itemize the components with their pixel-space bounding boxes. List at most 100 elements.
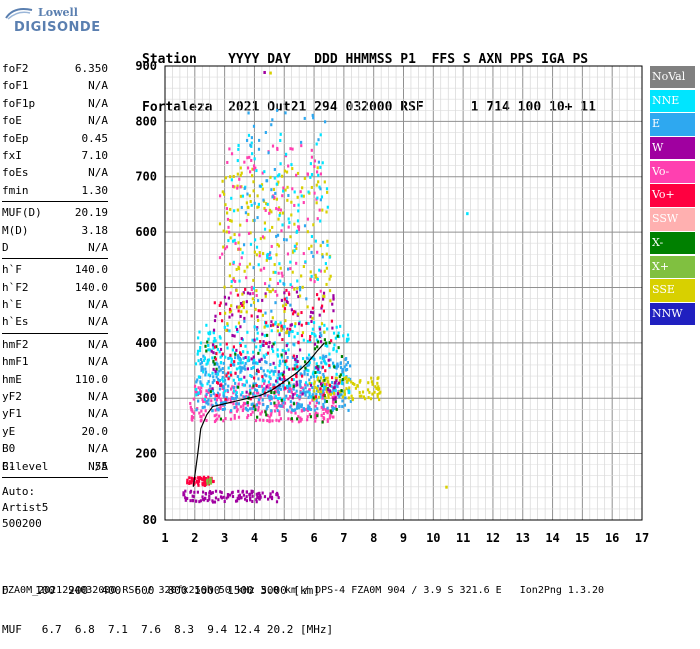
echo-point [278, 173, 281, 177]
echo-point [240, 369, 243, 373]
echo-point [347, 389, 351, 393]
echo-point [307, 396, 310, 400]
echo-point [275, 379, 278, 383]
echo-point [255, 245, 259, 249]
echo-point [335, 364, 339, 368]
param-row: foF1p N/A [2, 95, 108, 112]
echo-point [245, 499, 248, 503]
echo-point [295, 393, 299, 397]
echo-point [262, 343, 265, 347]
echo-point [291, 312, 295, 316]
x-tick-label: 12 [486, 531, 500, 545]
echo-point [241, 303, 244, 307]
echo-point [315, 201, 318, 205]
echo-point [278, 410, 281, 414]
echo-point [247, 231, 251, 235]
param-value: 6.350 [74, 62, 108, 75]
echo-point [269, 277, 272, 281]
echo-point [249, 389, 252, 393]
echo-point [203, 405, 206, 409]
param-value: N/A [88, 315, 108, 329]
echo-point [272, 370, 275, 374]
echo-point [310, 382, 313, 386]
echo-point [241, 391, 244, 395]
echo-point [268, 289, 271, 293]
echo-point [198, 411, 201, 415]
echo-point [338, 378, 342, 382]
echo-point [297, 295, 300, 299]
param-row: B1 N/A [2, 458, 108, 475]
echo-point [268, 208, 272, 212]
echo-point [230, 152, 234, 156]
echo-point [217, 396, 220, 400]
echo-point [229, 175, 232, 179]
echo-point [240, 377, 243, 381]
param-name: fxI [2, 148, 22, 162]
echo-point [286, 301, 289, 305]
echo-point [285, 344, 288, 348]
echo-point [322, 294, 325, 298]
param-name: hmF2 [2, 337, 29, 351]
param-value: N/A [88, 442, 108, 456]
echo-point [309, 375, 313, 379]
echo-point [320, 394, 323, 398]
echo-point [256, 495, 259, 499]
echo-point [297, 367, 300, 371]
echo-point [269, 495, 272, 499]
echo-point [234, 325, 238, 329]
echo-point [250, 367, 253, 371]
echo-point [262, 252, 265, 256]
echo-point [322, 416, 325, 420]
echo-point [354, 386, 358, 390]
echo-point [271, 118, 274, 122]
param-name: B1 [2, 459, 16, 473]
legend-item: NoVal [650, 66, 695, 89]
echo-point [206, 482, 209, 486]
echo-point [341, 395, 344, 399]
echo-point [340, 393, 343, 397]
echo-point [276, 493, 279, 497]
echo-point [244, 344, 247, 348]
echo-point [286, 198, 289, 202]
echo-point [247, 133, 251, 137]
echo-point [219, 495, 223, 499]
echo-point [313, 357, 316, 361]
echo-point [230, 280, 233, 284]
echo-point [196, 480, 200, 484]
echo-point [186, 478, 189, 482]
echo-point [238, 366, 241, 370]
echo-point [224, 355, 227, 359]
echo-point [204, 409, 207, 413]
echo-point [243, 316, 246, 320]
echo-point [333, 407, 336, 411]
echo-point [244, 367, 247, 371]
echo-point [219, 402, 223, 406]
echo-point [379, 390, 382, 394]
param-row: hmE 110.0 [2, 371, 108, 388]
echo-point [319, 356, 322, 360]
digisonde-logo: Lowell DIGISONDE [2, 4, 100, 40]
echo-point [204, 370, 208, 374]
echo-point [290, 410, 293, 414]
echo-point [233, 334, 236, 338]
echo-point [292, 387, 295, 391]
echo-point [251, 410, 254, 414]
echo-point [207, 373, 210, 377]
echo-point [235, 267, 238, 271]
echo-point [235, 402, 238, 406]
echo-point [212, 346, 215, 350]
echo-point [235, 327, 239, 331]
echo-point [278, 413, 281, 417]
echo-point [263, 381, 266, 385]
echo-point [252, 164, 256, 168]
echo-point [329, 274, 332, 278]
echo-point [212, 392, 215, 396]
echo-point [208, 494, 211, 498]
echo-point [206, 361, 209, 365]
echo-point [237, 147, 240, 151]
legend-item: Vo- [650, 160, 695, 184]
echo-point [280, 229, 283, 233]
echo-point [257, 351, 260, 355]
echo-point [314, 413, 317, 417]
echo-point [300, 405, 303, 409]
